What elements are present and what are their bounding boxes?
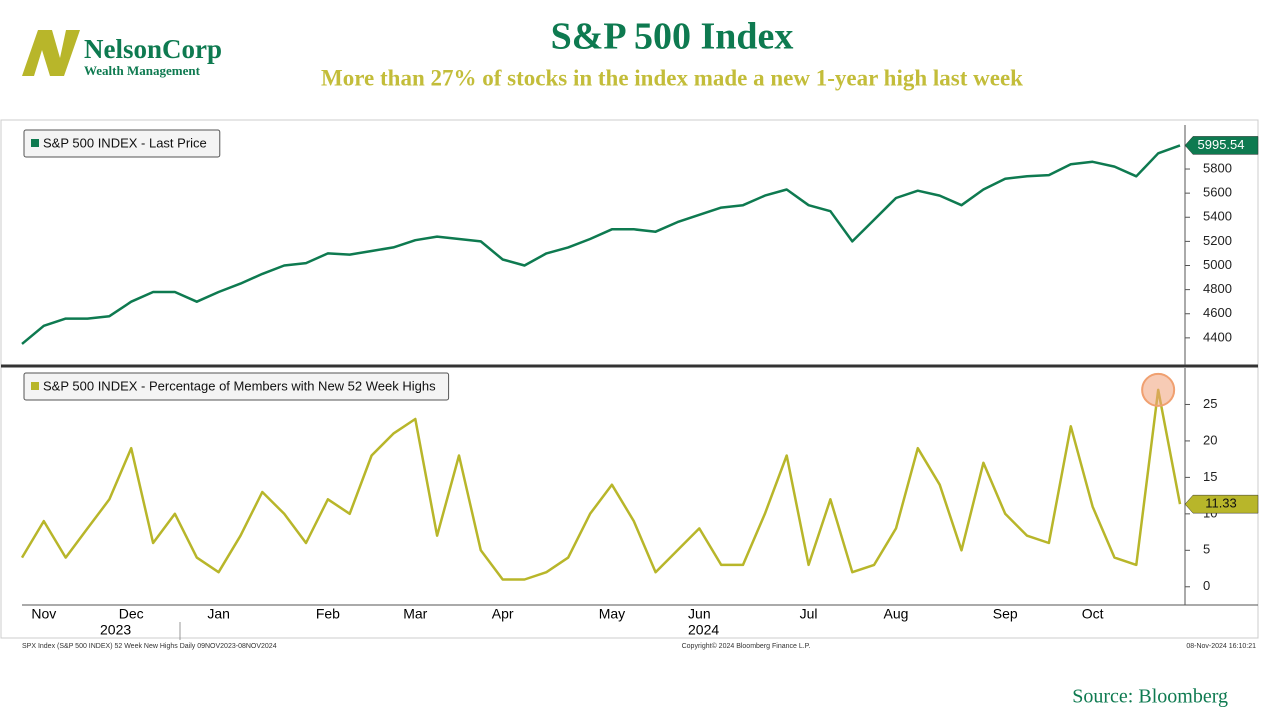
legend-label: S&P 500 INDEX - Last Price xyxy=(43,135,207,150)
y-tick-label: 5 xyxy=(1203,542,1210,557)
x-tick-label: Jul xyxy=(800,606,818,622)
legend-box xyxy=(23,129,221,158)
y-tick-label: 5200 xyxy=(1203,233,1232,248)
chart-frame xyxy=(0,119,1259,639)
y-tick-label: 4400 xyxy=(1203,329,1232,344)
y-tick-label: 5600 xyxy=(1203,185,1232,200)
legend-box xyxy=(23,372,450,401)
x-tick-label: Dec xyxy=(119,606,144,622)
x-tick-label: Nov xyxy=(31,606,56,622)
y-tick-label: 5400 xyxy=(1203,209,1232,224)
subtitle: More than 27% of stocks in the index mad… xyxy=(321,65,1023,90)
y-tick-label: 5000 xyxy=(1203,257,1232,272)
logo-sub: Wealth Management xyxy=(84,63,201,78)
legend-swatch xyxy=(31,382,39,390)
last-value-label: 11.33 xyxy=(1205,496,1237,511)
x-tick-label: Jan xyxy=(207,606,230,622)
x-tick-label: Apr xyxy=(492,606,514,622)
y-tick-label: 0 xyxy=(1203,578,1210,593)
y-tick-label: 4800 xyxy=(1203,281,1232,296)
logo-mark xyxy=(22,30,80,76)
x-tick-label: Mar xyxy=(403,606,427,622)
value-flag xyxy=(1184,136,1259,155)
x-tick-label: Jun xyxy=(688,606,711,622)
x-tick-label: Aug xyxy=(884,606,909,622)
year-label: 2024 xyxy=(688,622,719,638)
y-tick-label: 20 xyxy=(1203,432,1217,447)
title: S&P 500 Index xyxy=(551,16,794,58)
x-tick-label: Feb xyxy=(316,606,340,622)
y-tick-label: 25 xyxy=(1203,396,1217,411)
value-flag xyxy=(1184,494,1259,514)
line xyxy=(21,144,1181,345)
legend-swatch xyxy=(31,139,39,147)
highlight xyxy=(1141,372,1176,407)
footer-right: 08-Nov-2024 16:10:21 xyxy=(1186,643,1256,650)
line xyxy=(20,388,1182,581)
x-tick-label: May xyxy=(599,606,625,622)
y-tick-label: 4600 xyxy=(1203,305,1232,320)
last-value-label: 5995.54 xyxy=(1198,137,1245,152)
source: Source: Bloomberg xyxy=(1072,686,1228,708)
logo: NelsonCorp Wealth Management xyxy=(22,30,222,78)
x-tick-label: Oct xyxy=(1082,606,1104,622)
logo-name: NelsonCorp xyxy=(84,34,222,64)
footer-left: SPX Index (S&P 500 INDEX) 52 Week New Hi… xyxy=(22,643,277,650)
x-tick-label: Sep xyxy=(993,606,1018,622)
year-label: 2023 xyxy=(100,622,131,638)
legend-label: S&P 500 INDEX - Percentage of Members wi… xyxy=(43,378,436,393)
y-tick-label: 15 xyxy=(1203,469,1217,484)
y-tick-label: 5800 xyxy=(1203,160,1232,175)
footer-center: Copyright© 2024 Bloomberg Finance L.P. xyxy=(682,642,811,650)
